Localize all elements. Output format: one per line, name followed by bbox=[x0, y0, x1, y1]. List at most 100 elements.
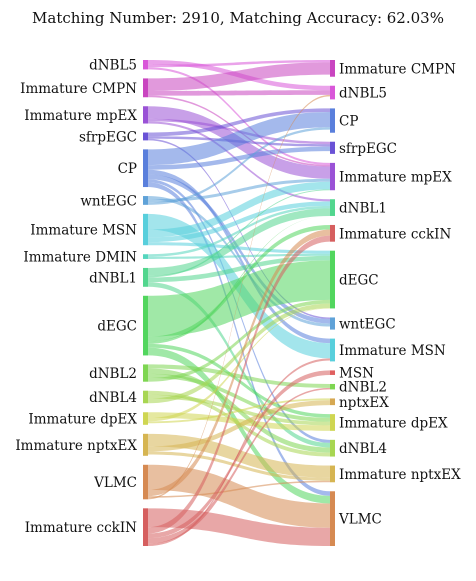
left-label-immature-cckin: Immature cckIN bbox=[25, 520, 137, 536]
left-label-wntegc: wntEGC bbox=[80, 193, 137, 209]
right-label-cp: CP bbox=[339, 114, 358, 130]
left-node-immature-mpex bbox=[143, 106, 148, 124]
link-immature-mpex-to-dnbl1 bbox=[148, 121, 330, 202]
right-label-immature-mpex: Immature mpEX bbox=[339, 170, 452, 186]
link-immature-cckin-to-immature-msn bbox=[148, 358, 330, 546]
link-dnbl2-to-degc bbox=[148, 299, 330, 382]
right-node-immature-dpex bbox=[330, 414, 335, 431]
right-node-immature-mpex bbox=[330, 162, 335, 191]
link-vlmc-to-immature-nptxex bbox=[148, 480, 330, 498]
label-layer: dNBL5 Immature CMPN Immature mpEX sfrpEGC CP… bbox=[15, 58, 461, 536]
right-label-dnbl1: dNBL1 bbox=[339, 201, 387, 217]
right-node-immature-msn bbox=[330, 338, 335, 362]
link-dnbl4-to-degc bbox=[148, 303, 330, 404]
left-node-wntegc bbox=[143, 196, 148, 205]
link-cp-to-sfrpegc bbox=[148, 146, 330, 170]
link-immature-dpex-to-nptxex bbox=[148, 398, 330, 424]
left-label-cp: CP bbox=[118, 161, 137, 177]
link-immature-cckin-to-immature-cckin bbox=[148, 235, 330, 534]
left-label-immature-dpex: Immature dpEX bbox=[28, 412, 137, 428]
right-node-dnbl4 bbox=[330, 439, 335, 457]
right-node-msn bbox=[330, 370, 335, 375]
left-label-sfrpegc: sfrpEGC bbox=[79, 129, 137, 145]
left-node-immature-cckin bbox=[143, 508, 148, 546]
right-label-immature-dpex: Immature dpEX bbox=[339, 415, 448, 431]
link-wntegc-to-wntegc bbox=[148, 196, 330, 327]
right-node-dnbl2 bbox=[330, 383, 335, 390]
left-label-vlmc: VLMC bbox=[93, 475, 137, 491]
left-label-dnbl5: dNBL5 bbox=[89, 58, 137, 74]
right-label-immature-cmpn: Immature CMPN bbox=[339, 61, 456, 77]
chart-title: Matching Number: 2910, Matching Accuracy… bbox=[32, 9, 444, 27]
right-node-dnbl5 bbox=[330, 85, 335, 100]
right-node-nptxex bbox=[330, 398, 335, 406]
left-node-dnbl2 bbox=[143, 364, 148, 382]
link-immature-cckin-to-dnbl2 bbox=[148, 387, 330, 544]
link-sfrpegc-to-cp bbox=[148, 108, 330, 137]
left-node-degc bbox=[143, 295, 148, 356]
right-label-nptxex: nptxEX bbox=[339, 395, 389, 411]
right-node-immature-cmpn bbox=[330, 60, 335, 77]
link-dnbl1-to-immature-mpex bbox=[148, 189, 330, 278]
link-immature-msn-to-degc bbox=[148, 242, 330, 254]
right-node-sfrpegc bbox=[330, 141, 335, 154]
left-label-immature-msn: Immature MSN bbox=[30, 223, 137, 239]
left-label-immature-cmpn: Immature CMPN bbox=[20, 81, 137, 97]
link-immature-nptxex-to-nptxex bbox=[148, 400, 330, 452]
left-node-dnbl4 bbox=[143, 390, 148, 404]
link-layer bbox=[148, 60, 330, 546]
right-node-immature-cckin bbox=[330, 224, 335, 242]
right-label-msn: MSN bbox=[339, 366, 374, 382]
left-node-immature-dmin bbox=[143, 254, 148, 259]
link-immature-cckin-to-msn bbox=[148, 370, 330, 539]
link-degc-to-immature-cckin bbox=[148, 224, 330, 342]
left-label-immature-dmin: Immature DMIN bbox=[23, 250, 137, 266]
link-vlmc-to-vlmc bbox=[148, 464, 330, 528]
right-label-vlmc: VLMC bbox=[338, 512, 382, 528]
right-label-immature-msn: Immature MSN bbox=[339, 343, 446, 359]
link-vlmc-to-immature-cckin bbox=[148, 229, 330, 497]
right-label-immature-cckin: Immature cckIN bbox=[339, 226, 451, 242]
link-immature-cmpn-to-dnbl5 bbox=[148, 90, 330, 96]
right-node-dnbl1 bbox=[330, 199, 335, 216]
link-immature-dpex-to-immature-dpex bbox=[148, 412, 330, 431]
link-immature-dmin-to-dnbl1 bbox=[148, 205, 330, 257]
right-node-wntegc bbox=[330, 317, 335, 330]
right-label-sfrpegc: sfrpEGC bbox=[339, 141, 397, 157]
link-dnbl2-to-immature-dpex bbox=[148, 373, 330, 422]
left-node-vlmc bbox=[143, 464, 148, 500]
node-layer bbox=[143, 60, 335, 546]
right-label-wntegc: wntEGC bbox=[339, 317, 396, 333]
left-label-immature-nptxex: Immature nptxEX bbox=[15, 438, 137, 454]
right-node-immature-nptxex bbox=[330, 465, 335, 483]
link-degc-to-degc bbox=[148, 260, 330, 337]
link-vlmc-to-dnbl5 bbox=[148, 94, 330, 500]
left-node-immature-dpex bbox=[143, 412, 148, 425]
left-node-immature-nptxex bbox=[143, 433, 148, 456]
right-label-dnbl2: dNBL2 bbox=[339, 380, 387, 396]
left-node-sfrpegc bbox=[143, 132, 148, 141]
link-dnbl5-to-immature-cmpn bbox=[148, 60, 330, 68]
link-wntegc-to-cp bbox=[148, 127, 330, 205]
right-label-dnbl5: dNBL5 bbox=[339, 86, 387, 102]
right-label-immature-nptxex: Immature nptxEX bbox=[339, 467, 461, 483]
left-node-cp bbox=[143, 149, 148, 188]
right-node-degc bbox=[330, 250, 335, 309]
left-label-degc: dEGC bbox=[97, 319, 137, 335]
link-immature-msn-to-dnbl1 bbox=[148, 201, 330, 243]
left-node-immature-cmpn bbox=[143, 78, 148, 98]
left-label-dnbl2: dNBL2 bbox=[89, 366, 137, 382]
link-immature-msn-to-immature-mpex bbox=[148, 181, 330, 238]
link-degc-to-immature-dpex bbox=[148, 343, 330, 418]
link-dnbl5-to-immature-mpex bbox=[148, 67, 330, 166]
link-sfrpegc-to-wntegc bbox=[148, 138, 330, 319]
left-node-dnbl1 bbox=[143, 267, 148, 287]
link-wntegc-to-immature-mpex bbox=[148, 178, 330, 203]
link-cp-to-cp bbox=[148, 112, 330, 166]
right-node-cp bbox=[330, 108, 335, 133]
link-immature-cmpn-to-immature-cmpn bbox=[148, 62, 330, 91]
left-label-dnbl4: dNBL4 bbox=[89, 390, 137, 406]
left-node-dnbl5 bbox=[143, 60, 148, 70]
link-dnbl1-to-dnbl1 bbox=[148, 208, 330, 276]
